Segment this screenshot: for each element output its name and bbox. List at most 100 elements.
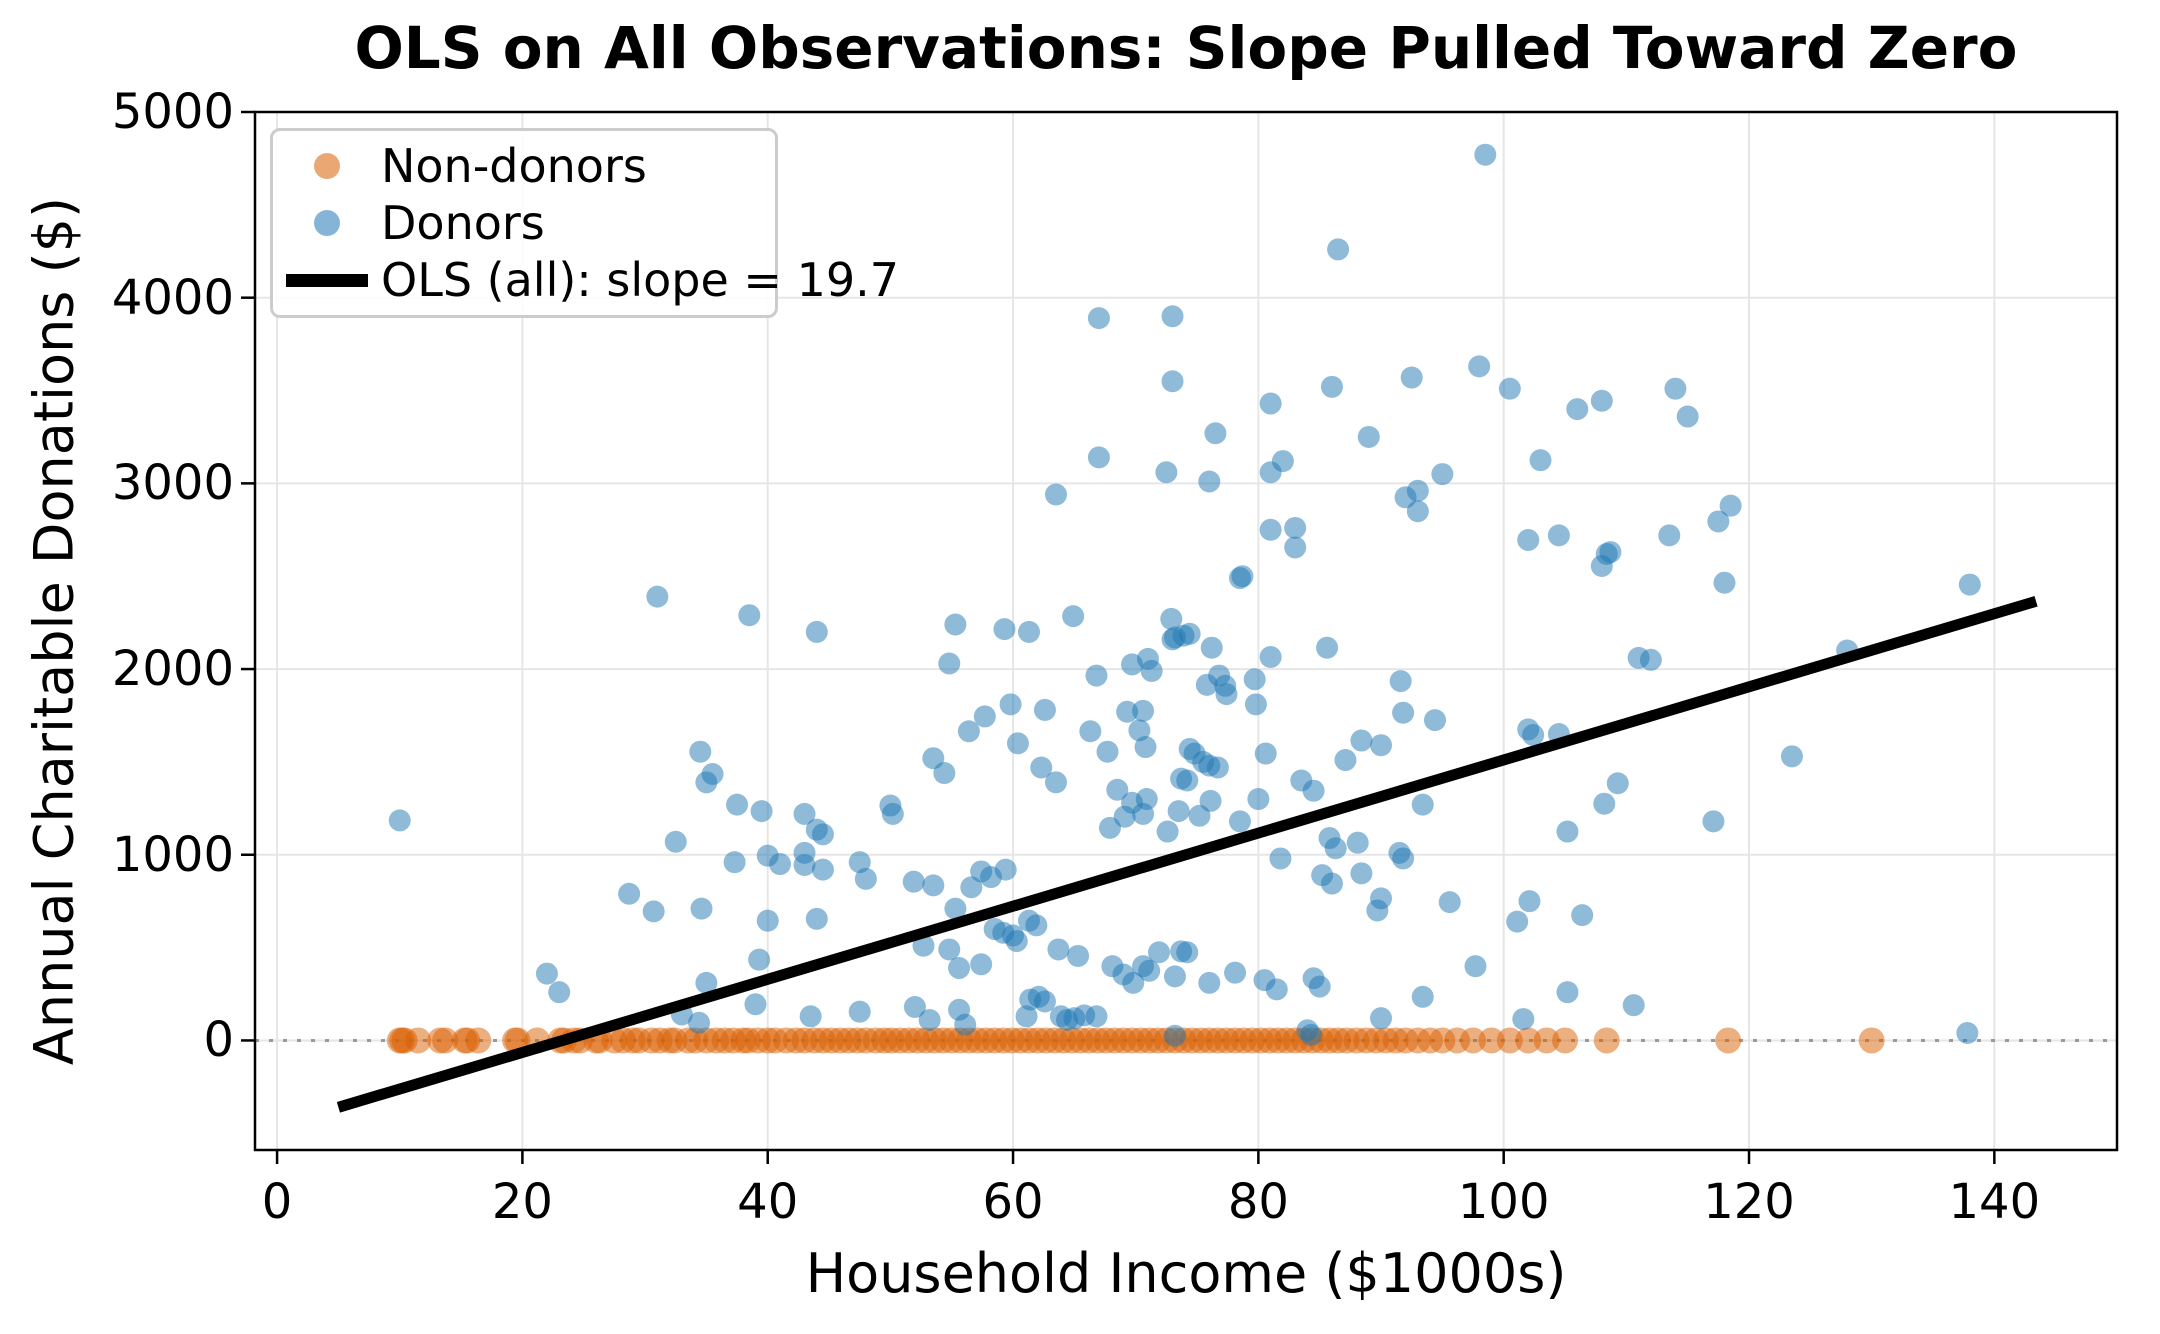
donor-point — [535, 962, 558, 985]
donor-point — [1556, 981, 1579, 1004]
y-tick-label: 1000 — [111, 826, 234, 883]
donor-point — [1231, 565, 1254, 588]
x-tick-label: 40 — [737, 1174, 799, 1230]
donor-point — [768, 853, 791, 876]
chart-title: OLS on All Observations: Slope Pulled To… — [354, 14, 2018, 82]
donor-point — [1350, 729, 1373, 752]
donor-point — [1529, 449, 1552, 472]
plot-border — [253, 110, 2119, 1152]
donor-point — [1599, 541, 1622, 564]
donor-point — [1178, 622, 1201, 645]
donor-point — [1132, 699, 1155, 722]
x-tick-label: 60 — [982, 1174, 1044, 1230]
donor-point — [1259, 645, 1282, 668]
donor-point — [388, 809, 411, 832]
donor-point — [1085, 664, 1108, 687]
donor-point — [1308, 975, 1331, 998]
donor-point — [1512, 1008, 1535, 1031]
donor-point — [1198, 971, 1221, 994]
donor-point — [1005, 930, 1028, 953]
donor-point — [1015, 1005, 1038, 1028]
donor-point — [1228, 810, 1251, 833]
donor-point — [1215, 683, 1238, 706]
donor-point — [642, 900, 665, 923]
y-tick-label: 3000 — [111, 455, 234, 512]
donor-point — [690, 897, 713, 920]
donor-point — [689, 740, 712, 763]
donor-point — [1392, 701, 1415, 724]
y-tick-label: 2000 — [111, 641, 234, 698]
donor-point — [1622, 994, 1645, 1017]
donor-point — [1254, 742, 1277, 765]
donor-point — [1079, 720, 1102, 743]
donor-point — [1163, 965, 1186, 988]
donor-point — [848, 851, 871, 874]
donor-point — [1106, 778, 1129, 801]
donor-point — [1155, 461, 1178, 484]
donor-point — [993, 618, 1016, 641]
non-donor-point — [1552, 1027, 1579, 1054]
donor-point — [750, 800, 773, 823]
donor-point — [1658, 524, 1681, 547]
donor-point — [1198, 470, 1221, 493]
donor-point — [1320, 375, 1343, 398]
non-donor-point — [432, 1027, 459, 1054]
ols-regression-line — [336, 596, 2038, 1113]
donor-point — [1047, 938, 1070, 961]
donor-point — [973, 705, 996, 728]
donor-point — [1269, 847, 1292, 870]
donor-point — [1956, 1022, 1979, 1045]
donor-point — [1316, 636, 1339, 659]
donor-point — [1006, 732, 1029, 755]
donor-point — [903, 996, 926, 1019]
donor-point — [1411, 985, 1434, 1008]
donor-point — [1265, 978, 1288, 1001]
donor-point — [811, 858, 834, 881]
x-tick-label: 100 — [1457, 1174, 1550, 1230]
donor-point — [1199, 789, 1222, 812]
donor-point — [1590, 389, 1613, 412]
donor-point — [1571, 904, 1594, 927]
donor-point — [1033, 990, 1056, 1013]
donor-point — [1085, 1005, 1108, 1028]
donor-marker-icon — [314, 209, 340, 236]
donor-point — [756, 909, 779, 932]
donor-point — [1346, 831, 1369, 854]
donor-point — [1067, 944, 1090, 967]
donor-point — [1606, 772, 1629, 795]
donor-point — [723, 851, 746, 874]
donor-marker-box — [273, 209, 381, 236]
donor-point — [1522, 723, 1545, 746]
donor-point — [1406, 479, 1429, 502]
donor-point — [1370, 734, 1393, 757]
donor-point — [1320, 872, 1343, 895]
donor-point — [701, 762, 724, 785]
donor-point — [1138, 959, 1161, 982]
non-donor-point — [1858, 1027, 1885, 1054]
donor-point — [938, 652, 961, 675]
non-donor-point — [1533, 1027, 1560, 1054]
donor-point — [1676, 405, 1699, 428]
donor-point — [1392, 847, 1415, 870]
donor-point — [1087, 446, 1110, 469]
donor-point — [1033, 698, 1056, 721]
donor-point — [695, 971, 718, 994]
donor-point — [805, 620, 828, 643]
non-donor-point — [1496, 1027, 1523, 1054]
donor-point — [1122, 971, 1145, 994]
donor-point — [1517, 529, 1540, 552]
donor-point — [1702, 810, 1725, 833]
donor-point — [805, 907, 828, 930]
donor-point — [1259, 392, 1282, 415]
donor-point — [1167, 800, 1190, 823]
donor-point — [1134, 736, 1157, 759]
donor-point — [1713, 571, 1736, 594]
legend-item-ols: OLS (all): slope = 19.7 — [273, 252, 899, 309]
non-donor-point — [1460, 1027, 1487, 1054]
donor-point — [1302, 779, 1325, 802]
donor-point — [1438, 891, 1461, 914]
donor-point — [1096, 740, 1119, 763]
donor-point — [938, 938, 961, 961]
donor-point — [1389, 670, 1412, 693]
